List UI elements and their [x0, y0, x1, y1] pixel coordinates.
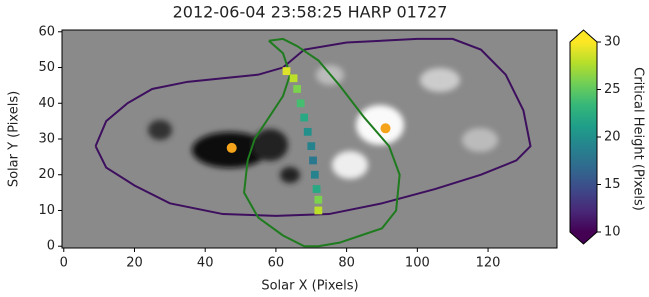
- x-tick-label: 20: [126, 256, 143, 271]
- x-tick-label: 120: [476, 256, 501, 271]
- chart: 2012-06-04 23:58:25 HARP 01727 Solar X (…: [0, 0, 649, 297]
- colorbar-extend-bottom: [570, 232, 597, 244]
- pil-point: [314, 207, 322, 215]
- colorbar-extend-top: [570, 30, 597, 42]
- pil-point: [300, 114, 308, 122]
- pil-point: [283, 67, 291, 75]
- y-tick-label: 50: [38, 60, 55, 75]
- pil-point: [309, 157, 317, 165]
- colorbar: [570, 42, 597, 232]
- centroid-point: [227, 143, 237, 153]
- pil-point: [313, 185, 321, 193]
- x-axis-label: Solar X (Pixels): [261, 279, 358, 294]
- colorbar-tick-label: 20: [604, 130, 621, 145]
- pil-point: [290, 74, 298, 82]
- chart-title: 2012-06-04 23:58:25 HARP 01727: [173, 3, 448, 22]
- y-tick-label: 20: [38, 167, 55, 182]
- y-tick-label: 40: [38, 96, 55, 111]
- pil-point: [307, 142, 315, 150]
- y-tick-label: 10: [38, 203, 55, 218]
- pil-point: [314, 196, 322, 204]
- pil-point: [304, 128, 312, 136]
- x-tick-label: 60: [268, 256, 285, 271]
- colorbar-tick-label: 30: [604, 35, 621, 50]
- x-tick-label: 80: [338, 256, 355, 271]
- colorbar-tick-label: 10: [604, 225, 621, 240]
- pil-point: [311, 171, 319, 179]
- x-tick-label: 0: [60, 256, 68, 271]
- y-tick-label: 0: [47, 239, 55, 254]
- pil-point: [297, 99, 305, 107]
- colorbar-tick-label: 15: [604, 177, 621, 192]
- centroid-point: [381, 123, 391, 133]
- y-tick-label: 30: [38, 132, 55, 147]
- x-tick-label: 100: [405, 256, 430, 271]
- y-axis-label: Solar Y (Pixels): [7, 91, 22, 187]
- colorbar-tick-label: 25: [604, 82, 621, 97]
- y-tick-label: 60: [38, 24, 55, 39]
- pil-point: [293, 85, 301, 93]
- colorbar-label: Critical Height (Pixels): [631, 67, 646, 211]
- x-tick-label: 40: [197, 256, 214, 271]
